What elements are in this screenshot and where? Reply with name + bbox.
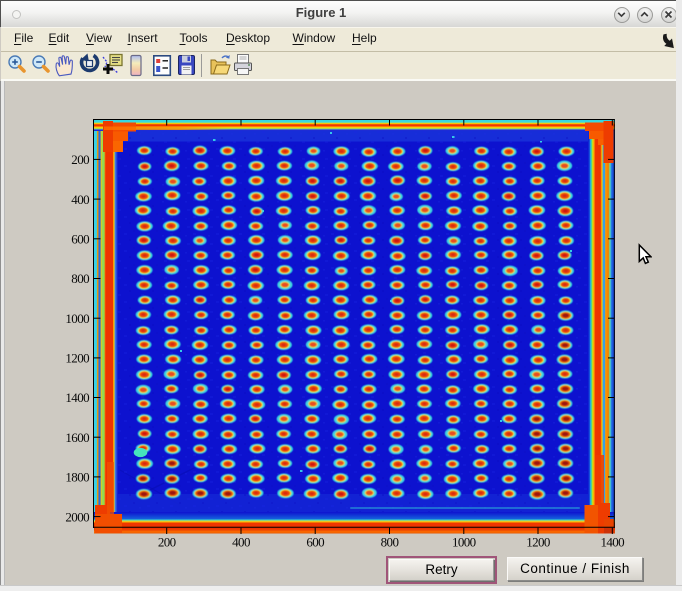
svg-text:800: 800	[381, 535, 399, 550]
svg-text:600: 600	[71, 232, 89, 247]
svg-text:1400: 1400	[600, 535, 624, 550]
svg-text:200: 200	[158, 535, 176, 550]
svg-text:1600: 1600	[65, 430, 89, 445]
svg-text:600: 600	[306, 535, 324, 550]
svg-text:200: 200	[71, 152, 89, 167]
svg-text:1400: 1400	[65, 390, 89, 405]
svg-text:400: 400	[71, 192, 89, 207]
svg-text:1000: 1000	[65, 311, 89, 326]
svg-text:1800: 1800	[65, 470, 89, 485]
svg-text:400: 400	[232, 535, 250, 550]
svg-text:1200: 1200	[526, 535, 550, 550]
svg-text:1200: 1200	[65, 351, 89, 366]
svg-text:1000: 1000	[452, 535, 476, 550]
svg-text:2000: 2000	[65, 509, 89, 524]
svg-text:800: 800	[71, 271, 89, 286]
